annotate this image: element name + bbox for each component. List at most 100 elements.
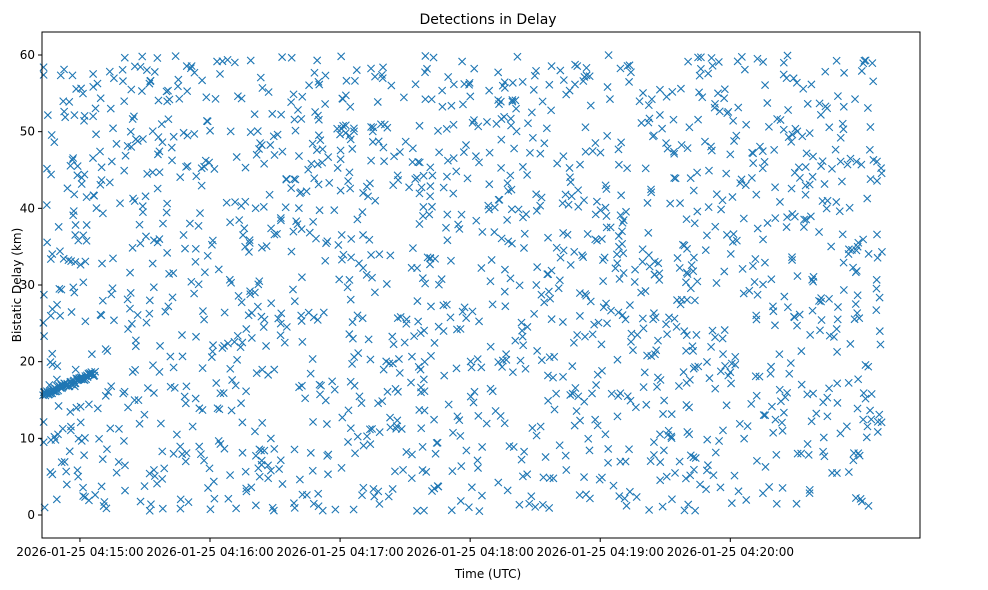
detection-point xyxy=(247,483,256,492)
detection-point xyxy=(368,424,377,433)
detection-point xyxy=(865,145,874,154)
detection-point xyxy=(50,138,59,147)
detection-point xyxy=(592,197,601,206)
detection-point xyxy=(259,202,268,211)
detection-point xyxy=(443,236,452,245)
detection-point xyxy=(669,115,678,124)
detection-point xyxy=(324,470,332,479)
detection-point xyxy=(772,450,781,459)
detection-point xyxy=(65,447,74,456)
detection-point xyxy=(647,95,656,104)
detection-point xyxy=(161,307,170,316)
detection-point xyxy=(344,406,353,415)
detection-point xyxy=(297,273,306,282)
detection-point xyxy=(407,450,416,459)
detection-point xyxy=(382,279,391,288)
detection-point xyxy=(92,130,101,139)
detection-point xyxy=(148,361,157,370)
detection-point xyxy=(366,355,375,364)
detection-point xyxy=(264,88,273,97)
detection-point xyxy=(714,57,723,66)
detection-point xyxy=(713,89,722,98)
detection-point xyxy=(155,147,164,156)
detection-point xyxy=(820,180,829,189)
detection-point xyxy=(127,85,136,94)
detection-point xyxy=(586,101,595,110)
detection-point xyxy=(252,150,261,159)
detection-point xyxy=(790,313,799,322)
detection-point xyxy=(232,153,241,162)
detection-point xyxy=(352,66,361,75)
detection-point xyxy=(759,57,768,66)
detection-point xyxy=(643,351,652,360)
detection-point xyxy=(74,472,83,481)
detection-point xyxy=(631,265,640,274)
detection-point xyxy=(837,177,846,186)
detection-point xyxy=(237,298,246,307)
detection-point xyxy=(582,71,591,80)
detection-point xyxy=(337,255,346,264)
detection-point xyxy=(484,201,493,210)
detection-point xyxy=(191,394,200,403)
detection-point xyxy=(707,53,716,62)
detection-point xyxy=(158,504,167,513)
detection-point xyxy=(872,284,881,293)
detection-point xyxy=(242,487,251,496)
detection-point xyxy=(182,162,191,171)
detection-point xyxy=(734,103,743,112)
detection-point xyxy=(544,287,553,296)
detection-point xyxy=(575,311,584,320)
detection-point xyxy=(175,94,184,103)
detection-point xyxy=(336,146,345,155)
detection-point xyxy=(601,181,610,190)
detection-point xyxy=(190,129,199,138)
detection-point xyxy=(447,506,456,515)
detection-point xyxy=(318,506,327,515)
detection-point xyxy=(846,154,855,163)
detection-point xyxy=(873,176,882,185)
detection-point xyxy=(597,340,606,349)
detection-point xyxy=(520,229,529,238)
detection-point xyxy=(686,284,695,293)
detection-point xyxy=(146,500,155,509)
detection-point xyxy=(339,250,348,259)
detection-point xyxy=(79,483,88,492)
detection-point xyxy=(721,361,730,370)
detection-point xyxy=(875,327,884,336)
detection-point xyxy=(114,424,123,433)
detection-point xyxy=(873,230,881,239)
detection-point xyxy=(179,128,188,137)
detection-point xyxy=(196,450,205,459)
detection-point xyxy=(419,171,428,180)
detection-point xyxy=(46,255,55,263)
detection-point xyxy=(270,150,279,159)
detection-point xyxy=(297,225,306,234)
detection-point xyxy=(473,355,482,364)
detection-point xyxy=(832,325,841,334)
detection-point xyxy=(71,365,80,374)
detection-point xyxy=(683,428,692,436)
detection-point xyxy=(357,399,366,408)
detection-point xyxy=(60,457,69,466)
detection-point xyxy=(722,169,731,178)
detection-point xyxy=(816,110,825,119)
detection-point xyxy=(506,114,515,123)
detection-point xyxy=(81,493,90,501)
detection-point xyxy=(623,164,632,173)
detection-point xyxy=(54,401,63,410)
detection-point xyxy=(315,380,324,389)
detection-point xyxy=(658,502,667,511)
detection-point xyxy=(844,468,853,477)
detection-point xyxy=(305,81,314,90)
detection-point xyxy=(642,400,651,409)
detection-point xyxy=(374,137,383,146)
detection-point xyxy=(66,161,75,170)
detection-point xyxy=(97,163,106,172)
detection-point xyxy=(415,405,424,414)
detection-point xyxy=(210,164,219,173)
detection-point xyxy=(242,484,251,493)
detection-point xyxy=(855,451,864,460)
detection-point xyxy=(861,56,870,65)
detection-point xyxy=(469,398,478,407)
detection-point xyxy=(632,493,641,501)
